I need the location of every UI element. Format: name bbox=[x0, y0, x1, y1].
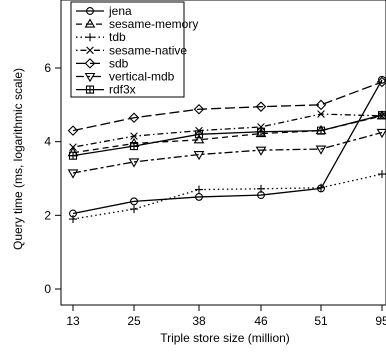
point-vertical-mdb-46 bbox=[255, 146, 267, 156]
y-tick-label-6: 6 bbox=[44, 61, 51, 75]
point-sesame-native-46 bbox=[257, 123, 265, 131]
x-tick-label-25: 25 bbox=[127, 314, 141, 328]
point-rdf3x-25 bbox=[129, 142, 139, 151]
point-sdb-46 bbox=[255, 101, 267, 112]
point-vertical-mdb-25 bbox=[128, 158, 140, 168]
y-tick-label-0: 0 bbox=[44, 282, 51, 296]
legend-marker-jena bbox=[86, 7, 94, 15]
point-tdb-13 bbox=[69, 215, 77, 224]
legend-label-tdb: tdb bbox=[109, 30, 126, 44]
point-vertical-mdb-95 bbox=[376, 128, 386, 139]
point-jena-25 bbox=[130, 197, 138, 206]
point-vertical-mdb-51 bbox=[315, 145, 327, 155]
series-line-jena bbox=[72, 79, 383, 215]
series-line-rdf3x bbox=[72, 114, 383, 157]
point-sesame-memory-46 bbox=[255, 127, 267, 138]
y-tick-label-2: 2 bbox=[44, 208, 51, 222]
plot-frame bbox=[60, 0, 386, 306]
legend-marker-rdf3x bbox=[85, 85, 95, 94]
legend-label-vertical-mdb: vertical-mdb bbox=[109, 70, 175, 84]
legend-label-jena: jena bbox=[108, 4, 132, 18]
point-tdb-95 bbox=[378, 170, 386, 179]
point-tdb-51 bbox=[317, 183, 325, 192]
point-tdb-25 bbox=[130, 205, 138, 214]
legend: jenasesame-memorytdbsesame-nativesdbvert… bbox=[70, 1, 198, 98]
point-sesame-native-13 bbox=[69, 143, 77, 151]
point-sdb-13 bbox=[67, 125, 79, 136]
point-sdb-25 bbox=[128, 112, 140, 124]
point-tdb-46 bbox=[257, 184, 265, 193]
point-sdb-38 bbox=[193, 103, 205, 115]
point-vertical-mdb-38 bbox=[193, 151, 205, 161]
legend-marker-tdb bbox=[86, 33, 94, 42]
point-tdb-38 bbox=[195, 185, 203, 194]
point-sesame-memory-38 bbox=[193, 134, 205, 144]
legend-label-sdb: sdb bbox=[109, 56, 129, 70]
y-axis-title: Query time (ms, logarithmic scale) bbox=[11, 68, 25, 250]
x-tick-label-13: 13 bbox=[66, 314, 80, 328]
legend-label-rdf3x: rdf3x bbox=[109, 83, 136, 97]
point-rdf3x-51 bbox=[316, 126, 326, 135]
series-line-sesame-native bbox=[72, 113, 383, 148]
legend-marker-sesame-native bbox=[86, 46, 94, 55]
legend-marker-sdb bbox=[84, 58, 96, 69]
point-sdb-95 bbox=[376, 76, 386, 88]
point-sesame-native-25 bbox=[130, 132, 138, 140]
x-tick-label-38: 38 bbox=[192, 314, 206, 328]
point-rdf3x-13 bbox=[68, 151, 78, 160]
legend-marker-sesame-memory bbox=[84, 18, 96, 28]
series-line-sesame-memory bbox=[72, 115, 383, 154]
point-jena-95 bbox=[378, 75, 386, 84]
point-vertical-mdb-13 bbox=[67, 169, 79, 179]
legend-label-sesame-native: sesame-native bbox=[109, 43, 187, 57]
x-axis-title: Triple store size (million) bbox=[160, 331, 290, 345]
point-rdf3x-38 bbox=[194, 130, 204, 139]
y-tick-label-4: 4 bbox=[44, 135, 51, 149]
series-line-sdb bbox=[72, 81, 383, 132]
x-tick-label-46: 46 bbox=[254, 314, 268, 328]
point-rdf3x-46 bbox=[256, 127, 266, 136]
series-line-vertical-mdb bbox=[72, 131, 383, 174]
legend-marker-vertical-mdb bbox=[84, 72, 96, 83]
x-tick-label-51: 51 bbox=[314, 314, 328, 328]
point-sdb-51 bbox=[315, 99, 327, 111]
x-tick-label-95: 95 bbox=[375, 314, 386, 328]
series-line-tdb bbox=[72, 173, 383, 220]
point-sesame-native-51 bbox=[317, 110, 325, 118]
legend-label-sesame-memory: sesame-memory bbox=[109, 17, 198, 31]
